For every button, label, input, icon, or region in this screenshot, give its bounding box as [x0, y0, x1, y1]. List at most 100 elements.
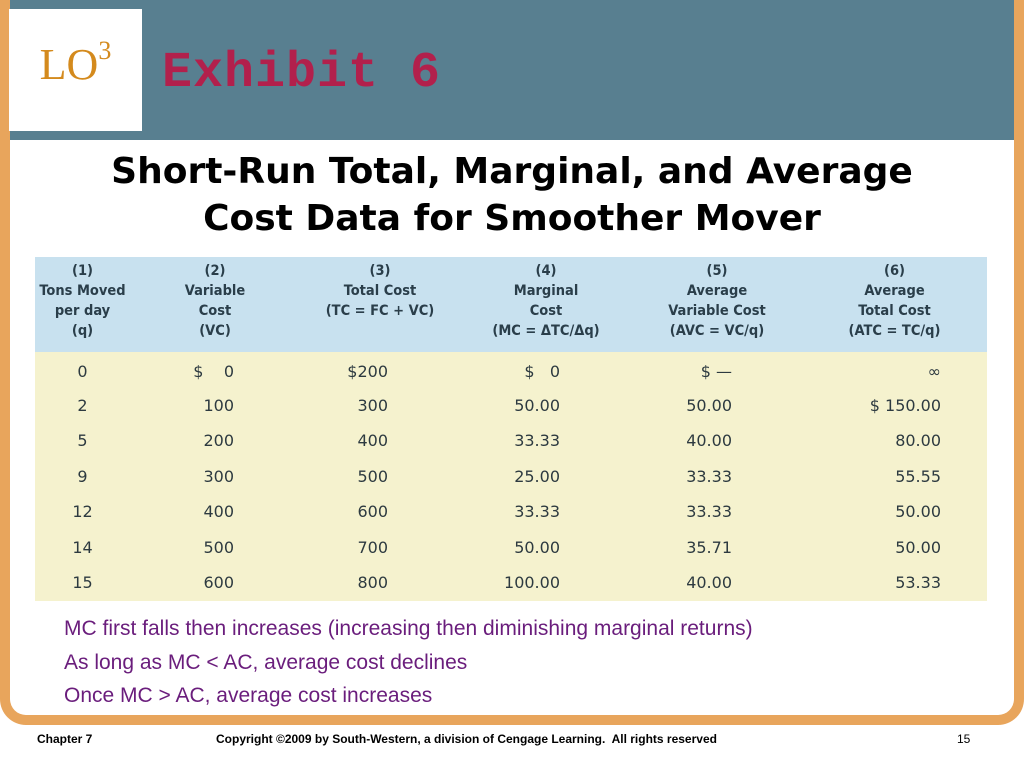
note-line: MC first falls then increases (increasin… — [64, 617, 753, 640]
column-header-6: (6) Average Total Cost (ATC = TC/q) — [802, 257, 987, 352]
avg-variable-cost-cell: 40.00 — [686, 431, 732, 451]
table-row: 9 300 500 25.00 33.33 55.55 — [35, 458, 987, 494]
column-header-1: (1) Tons Moved per day (q) — [35, 257, 130, 352]
variable-cost-cell: 300 — [203, 466, 234, 486]
tons-cell: 2 — [77, 395, 88, 415]
slide-content-area — [10, 140, 1014, 715]
table-title: Short-Run Total, Marginal, and Average C… — [30, 148, 994, 242]
marginal-cost-cell: 33.33 — [514, 431, 560, 451]
table-title-line-2: Cost Data for Smoother Mover — [203, 198, 821, 239]
column-header-line: (VC) — [199, 323, 231, 339]
total-cost-cell: 300 — [357, 395, 388, 415]
total-cost-cell: 700 — [357, 537, 388, 557]
column-header-line: (2) — [204, 263, 226, 279]
table-row: 0 $ 0 $200 $ 0 $ — ∞ — [35, 352, 987, 388]
tons-cell: 12 — [72, 502, 93, 522]
slide-frame — [0, 0, 1024, 725]
column-header-line: Total Cost — [343, 283, 417, 299]
avg-total-cost-cell: ∞ — [927, 362, 941, 382]
table-row: 5 200 400 33.33 40.00 80.00 — [35, 423, 987, 459]
total-cost-cell: $200 — [347, 362, 388, 382]
column-header-2: (2) Variable Cost (VC) — [130, 257, 300, 352]
column-header-line: Total Cost — [858, 303, 931, 319]
marginal-cost-cell: 50.00 — [514, 537, 560, 557]
column-header-line: Average — [686, 283, 748, 299]
marginal-cost-cell: 100.00 — [504, 573, 560, 593]
column-header-line: (q) — [71, 323, 94, 339]
column-header-line: Variable Cost — [668, 303, 766, 319]
tons-cell: 14 — [72, 537, 93, 557]
footer-copyright: Copyright ©2009 by South-Western, a divi… — [216, 732, 717, 746]
note-line: Once MC > AC, average cost increases — [64, 684, 433, 707]
table-row: 15 600 800 100.00 40.00 53.33 — [35, 565, 987, 601]
marginal-cost-cell: 33.33 — [514, 502, 560, 522]
variable-cost-cell: 100 — [203, 395, 234, 415]
tons-cell: 15 — [72, 573, 93, 593]
avg-total-cost-cell: 55.55 — [895, 466, 941, 486]
tons-cell: 0 — [77, 362, 88, 382]
top-banner — [0, 0, 1024, 140]
column-header-4: (4) Marginal Cost (MC = ΔTC/Δq) — [460, 257, 632, 352]
avg-variable-cost-cell: 33.33 — [686, 466, 732, 486]
column-header-line: (AVC = VC/q) — [669, 323, 765, 339]
total-cost-cell: 500 — [357, 466, 388, 486]
table-row: 2 100 300 50.00 50.00 $ 150.00 — [35, 387, 987, 423]
avg-variable-cost-cell: 33.33 — [686, 502, 732, 522]
column-header-3: (3) Total Cost (TC = FC + VC) — [300, 257, 460, 352]
column-header-line: (3) — [369, 263, 391, 279]
notes-list: MC first falls then increases (increasin… — [64, 612, 964, 713]
marginal-cost-cell: 50.00 — [514, 395, 560, 415]
variable-cost-cell: 600 — [203, 573, 234, 593]
table-row: 14 500 700 50.00 35.71 50.00 — [35, 529, 987, 565]
footer-page-number: 15 — [957, 732, 971, 746]
avg-total-cost-cell: 53.33 — [895, 573, 941, 593]
avg-variable-cost-cell: 35.71 — [686, 537, 732, 557]
avg-total-cost-cell: 80.00 — [895, 431, 941, 451]
total-cost-cell: 600 — [357, 502, 388, 522]
lo-number: 3 — [98, 35, 112, 65]
marginal-cost-cell: 25.00 — [514, 466, 560, 486]
column-header-line: Cost — [529, 303, 563, 319]
cost-data-table: (1) Tons Moved per day (q) (2) Variable Cost (V… — [35, 257, 987, 601]
variable-cost-cell: 200 — [203, 431, 234, 451]
column-header-line: (4) — [535, 263, 557, 279]
avg-total-cost-cell: $ 150.00 — [869, 395, 941, 415]
column-header-line: Cost — [198, 303, 232, 319]
column-header-line: (MC = ΔTC/Δq) — [492, 323, 600, 339]
learning-objective-badge: LO3 — [9, 9, 142, 131]
cost-data-table-container: (1) Tons Moved per day (q) (2) Variable Cost (V… — [35, 257, 987, 601]
slide-footer: Chapter 7 Copyright ©2009 by South-Weste… — [0, 728, 1024, 752]
footer-chapter: Chapter 7 — [37, 732, 93, 746]
marginal-cost-cell: $ 0 — [524, 362, 560, 382]
table-title-line-1: Short-Run Total, Marginal, and Average — [111, 151, 913, 192]
column-header-line: (1) — [72, 263, 93, 279]
avg-variable-cost-cell: 50.00 — [686, 395, 732, 415]
column-header-line: Variable — [184, 283, 246, 299]
column-header-line: (6) — [884, 263, 905, 279]
exhibit-title: Exhibit 6 — [162, 45, 442, 102]
variable-cost-cell: 400 — [203, 502, 234, 522]
avg-variable-cost-cell: 40.00 — [686, 573, 732, 593]
variable-cost-cell: $ 0 — [193, 362, 234, 382]
avg-total-cost-cell: 50.00 — [895, 537, 941, 557]
variable-cost-cell: 500 — [203, 537, 234, 557]
note-line: As long as MC < AC, average cost decline… — [64, 650, 468, 674]
tons-cell: 5 — [77, 431, 88, 451]
column-header-line: per day — [54, 303, 111, 319]
table-body: 0 $ 0 $200 $ 0 $ — ∞ 2 100 300 50.00 50.00 $ 150.00… — [35, 352, 987, 601]
column-header-line: Average — [864, 283, 925, 299]
table-row: 12 400 600 33.33 33.33 50.00 — [35, 494, 987, 530]
column-header-line: (TC = FC + VC) — [325, 303, 435, 319]
column-header-line: Tons Moved — [39, 283, 126, 299]
table-header-row: (1) Tons Moved per day (q) (2) Variable Cost (V… — [35, 257, 987, 352]
total-cost-cell: 400 — [357, 431, 388, 451]
total-cost-cell: 800 — [357, 573, 388, 593]
tons-cell: 9 — [77, 466, 88, 486]
lo-label: LO3 — [39, 35, 112, 89]
avg-total-cost-cell: 50.00 — [895, 502, 941, 522]
column-header-line: (5) — [706, 263, 728, 279]
column-header-5: (5) Average Variable Cost (AVC = VC/q) — [632, 257, 802, 352]
column-header-line: Marginal — [513, 283, 579, 299]
column-header-line: (ATC = TC/q) — [848, 323, 941, 339]
avg-variable-cost-cell: $ — — [700, 362, 732, 382]
